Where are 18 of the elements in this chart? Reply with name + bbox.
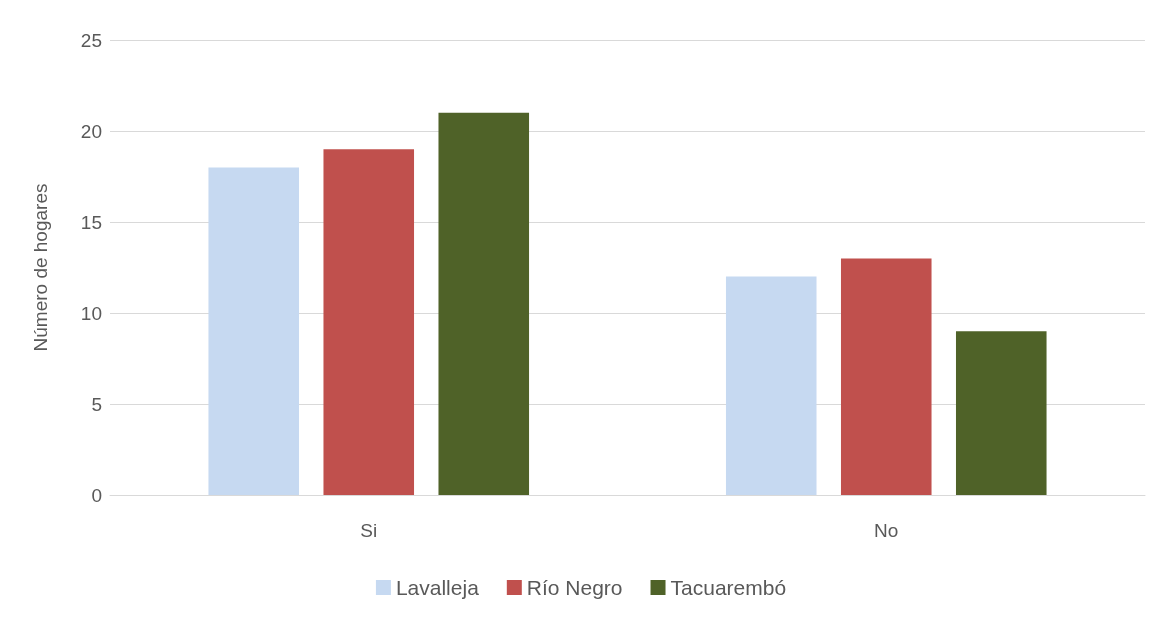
y-tick-label: 0 [91, 484, 102, 506]
y-tick-label: 25 [80, 29, 102, 51]
x-tick-label: No [874, 520, 899, 541]
bar [725, 276, 817, 495]
bar [208, 167, 300, 495]
y-axis-title: Número de hogares [30, 183, 51, 352]
y-tick-label: 20 [80, 120, 102, 142]
bar [840, 258, 932, 495]
legend-label: Río Negro [526, 576, 623, 599]
y-tick-label: 10 [80, 302, 102, 324]
bar [955, 331, 1047, 495]
bar [323, 149, 415, 495]
y-tick-label: 15 [80, 211, 102, 233]
legend-label: Lavalleja [395, 576, 480, 599]
legend-label: Tacuarembó [670, 576, 787, 599]
bar [438, 112, 530, 495]
y-tick-label: 5 [91, 393, 102, 415]
x-tick-label: Si [360, 520, 378, 541]
